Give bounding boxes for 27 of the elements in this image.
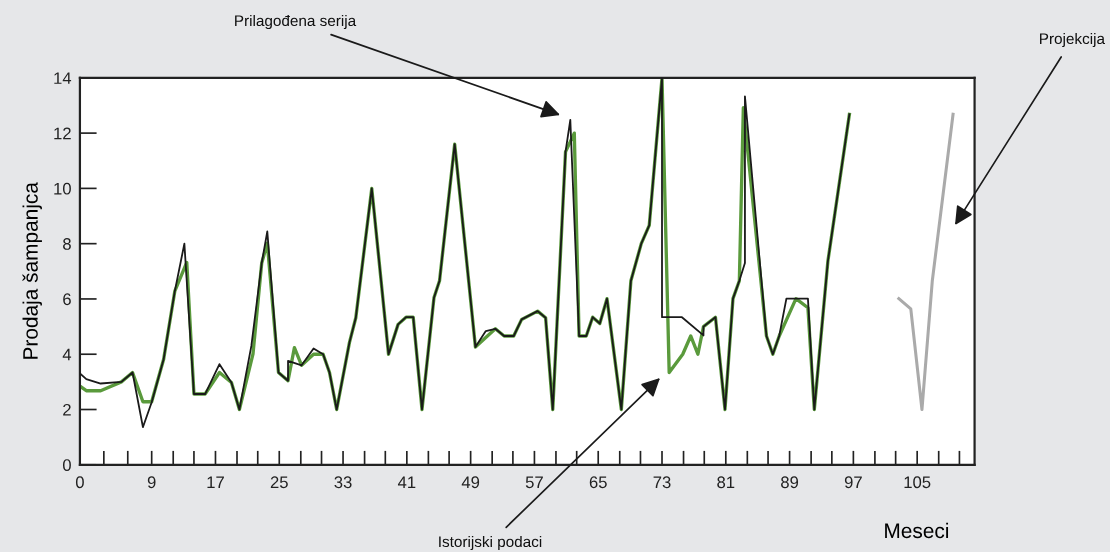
y-tick-label: 4 — [62, 348, 72, 361]
x-tick-label: 17 — [207, 476, 224, 488]
y-tick-label: 10 — [54, 182, 71, 195]
x-axis-title: Meseci — [885, 522, 949, 539]
x-tick-label: 73 — [653, 476, 671, 489]
x-tick-label: 97 — [844, 476, 862, 489]
text: Istorijski podaci — [439, 535, 542, 551]
x-tick-label: 57 — [525, 476, 543, 489]
y-axis-title: Prodaja šampanjca — [22, 182, 42, 359]
x-tick-label: 49 — [461, 476, 480, 489]
y-tick-label: 14 — [54, 72, 72, 84]
x-tick-label: 65 — [589, 476, 607, 489]
y-tick-label: 6 — [63, 293, 71, 306]
y-tick-label: 0 — [62, 459, 71, 471]
x-tick-label: 41 — [397, 476, 416, 488]
text: Projekcija — [1040, 32, 1105, 48]
x-tick-label: 9 — [147, 476, 156, 489]
x-tick-label: 33 — [334, 476, 352, 489]
y-tick-label: 8 — [63, 238, 71, 250]
y-tick-label: 12 — [54, 127, 71, 140]
x-tick-label: 0 — [75, 476, 84, 489]
x-tick-label: 25 — [270, 476, 288, 489]
x-tick-label: 89 — [781, 476, 799, 489]
x-tick-label: 105 — [904, 476, 931, 489]
y-tick-label: 2 — [63, 403, 71, 416]
text: Prilagođena serija — [235, 14, 357, 30]
x-tick-label: 81 — [717, 476, 735, 489]
